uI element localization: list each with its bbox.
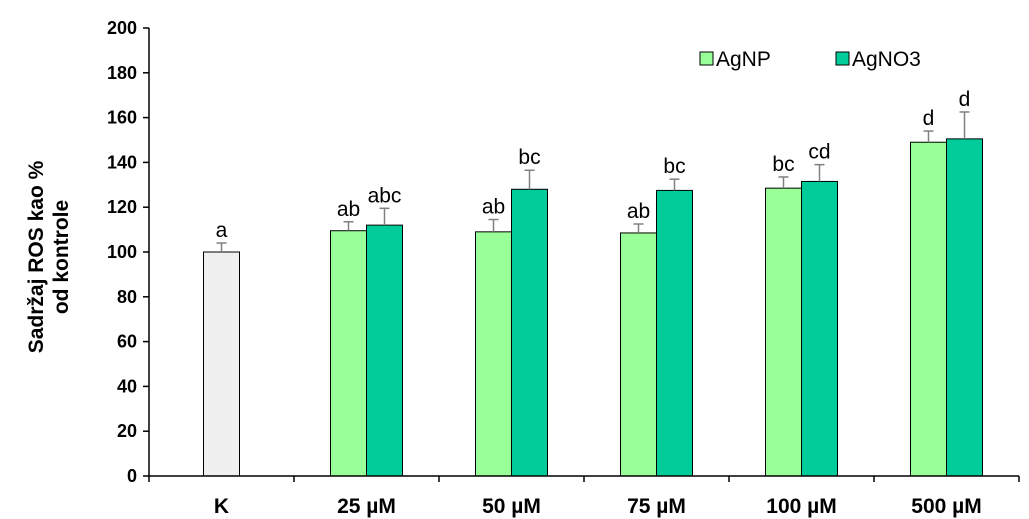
bar-k [203, 251, 240, 477]
y-tick-label-0: 0 [127, 466, 137, 486]
significance-label-k: a [216, 219, 228, 242]
significance-label-agnp-5: d [923, 107, 935, 130]
x-tick-label-0: K [214, 495, 229, 518]
y-tick-label-2: 40 [117, 376, 137, 396]
y-tick-label-7: 140 [107, 152, 137, 172]
significance-label-agnp-2: ab [482, 196, 505, 219]
axes-layer: 0 20 40 60 80 100 120 140 160 180 200 K 25 µM 50 µM 75… [107, 18, 1020, 518]
bar-agno3-2 [511, 188, 548, 477]
legend-swatch-agno3 [835, 51, 850, 66]
bar-agnp-1 [330, 230, 367, 477]
bar-agnp-2 [475, 231, 512, 477]
y-tick-label-4: 80 [117, 287, 137, 307]
significance-label-agnp-1: ab [337, 198, 360, 221]
significance-label-agnp-4: bc [772, 153, 794, 176]
significance-label-agno3-4: cd [808, 141, 830, 164]
legend-label-agno3: AgNO3 [852, 48, 921, 71]
legend: AgNP AgNO3 [699, 48, 921, 71]
x-tick-label-4: 100 µM [766, 495, 836, 518]
legend-label-agnp: AgNP [716, 48, 771, 71]
y-tick-label-5: 100 [107, 242, 137, 262]
error-bars-layer [216, 111, 970, 252]
y-tick-label-1: 20 [117, 421, 137, 441]
y-tick-label-9: 180 [107, 63, 137, 83]
significance-label-agno3-1: abc [368, 184, 402, 207]
y-tick-label-8: 160 [107, 108, 137, 128]
bar-agno3-3 [656, 189, 693, 477]
bar-agno3-5 [946, 138, 983, 477]
bars-layer [203, 138, 983, 477]
significance-label-agno3-2: bc [518, 146, 540, 169]
x-tick-label-2: 50 µM [482, 495, 541, 518]
significance-label-agno3-5: d [959, 88, 971, 111]
y-tick-label-3: 60 [117, 332, 137, 352]
bar-agnp-5 [910, 141, 947, 477]
y-tick-label-6: 120 [107, 197, 137, 217]
bar-agnp-3 [620, 232, 657, 477]
y-tick-label-10: 200 [107, 18, 137, 38]
x-tick-label-5: 500 µM [911, 495, 981, 518]
x-tick-label-1: 25 µM [337, 495, 396, 518]
y-axis-title: Sadržaj ROS kao % od kontrole [25, 160, 73, 353]
bar-agno3-1 [366, 224, 403, 477]
significance-label-agno3-3: bc [663, 155, 685, 178]
bar-agno3-4 [801, 180, 838, 477]
significance-label-agnp-3: ab [627, 200, 650, 223]
legend-swatch-agnp [699, 51, 714, 66]
bar-agnp-4 [765, 187, 802, 477]
y-axis-title-line2: od kontrole [50, 200, 73, 314]
y-axis-title-line1: Sadržaj ROS kao % [25, 160, 48, 353]
x-tick-label-3: 75 µM [627, 495, 686, 518]
